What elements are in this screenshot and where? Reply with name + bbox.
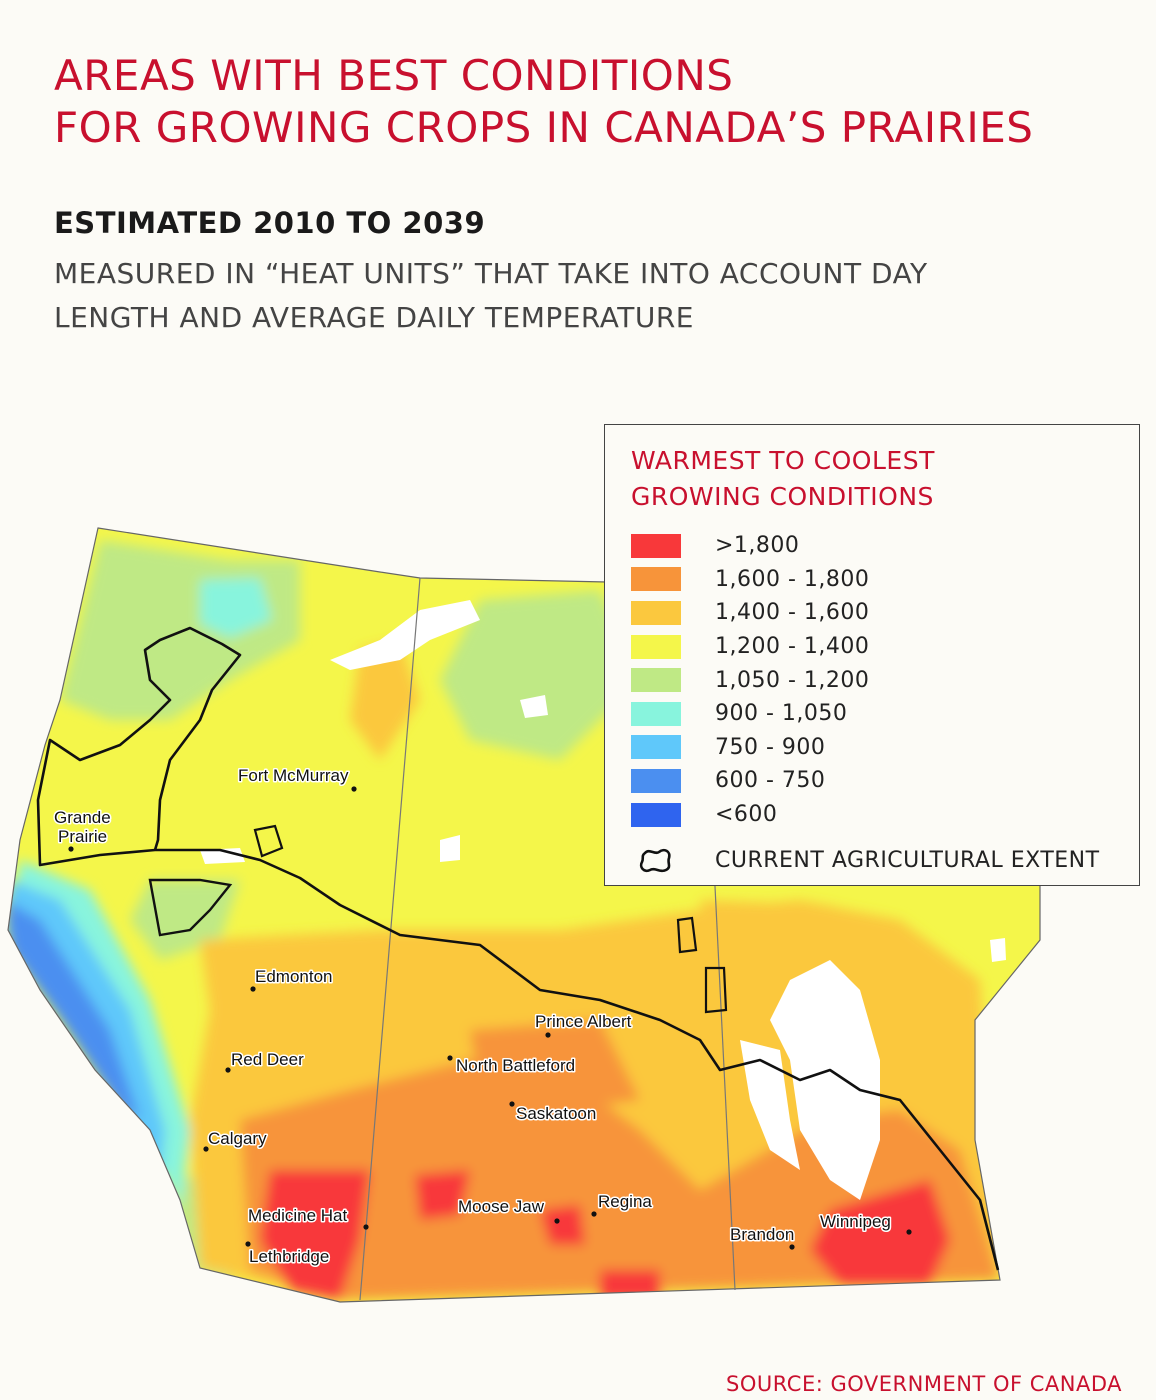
- zone-900-1050-north: [200, 578, 272, 638]
- legend-item: 600 - 750: [631, 764, 869, 798]
- source-credit: SOURCE: GOVERNMENT OF CANADA: [726, 1372, 1122, 1396]
- description: MEASURED IN “HEAT UNITS” THAT TAKE INTO …: [54, 257, 928, 334]
- zone-over-1800-winnipeg: [810, 1180, 950, 1285]
- lake-small-east: [990, 938, 1006, 962]
- agricultural-extent-icon: [639, 848, 671, 873]
- zone-over-1800-south-border: [600, 1270, 660, 1300]
- zone-over-1800-medicine-hat: [260, 1170, 370, 1300]
- legend-item: 1,050 - 1,200: [631, 663, 869, 697]
- page-title: AREAS WITH BEST CONDITIONS FOR GROWING C…: [54, 50, 1033, 154]
- legend-title-line-2: GROWING CONDITIONS: [631, 482, 934, 511]
- city-dot-winnipeg: [906, 1229, 912, 1235]
- city-label-calgary: Calgary: [208, 1129, 267, 1148]
- lake-winnipeg: [770, 960, 880, 1200]
- legend-swatch: [631, 735, 681, 760]
- alberta-saskatchewan-border: [359, 577, 421, 1301]
- lake-manitoba: [740, 1040, 800, 1170]
- legend-title-line-1: WARMEST TO COOLEST: [631, 446, 935, 475]
- city-dot-moose-jaw: [554, 1218, 560, 1224]
- legend-swatch: [631, 533, 681, 558]
- city-dot-prince-albert: [545, 1032, 551, 1038]
- city-label-grande-prairie-line-1: Grande: [54, 808, 111, 827]
- city-dot-grande-prairie: [68, 846, 74, 852]
- city-label-regina: Regina: [598, 1192, 652, 1211]
- legend-label: 1,050 - 1,200: [715, 667, 870, 693]
- agricultural-extent-boundary: [36, 626, 1000, 1271]
- legend-label: 900 - 1,050: [715, 701, 848, 727]
- city-dot-red-deer: [225, 1067, 231, 1073]
- agricultural-extent-island-1: [253, 824, 284, 858]
- zone-1600-1800-saskatoon: [470, 1020, 640, 1110]
- legend-item: >1,800: [631, 529, 869, 563]
- city-dot-lethbridge: [245, 1241, 251, 1247]
- title-line-2: FOR GROWING CROPS IN CANADA’S PRAIRIES: [54, 103, 1034, 152]
- legend-swatch: [631, 567, 681, 592]
- city-label-medicine-hat: Medicine Hat: [248, 1206, 347, 1225]
- legend-label-agricultural-extent: CURRENT AGRICULTURAL EXTENT: [715, 847, 1100, 873]
- legend-swatch: [631, 802, 681, 827]
- city-label-brandon: Brandon: [730, 1225, 794, 1244]
- city-label-fort-mcmurray: Fort McMurray: [238, 766, 349, 785]
- zone-1400-1600-north-pocket: [350, 640, 420, 760]
- city-dot-calgary: [203, 1146, 209, 1152]
- lake-small-north: [520, 695, 548, 718]
- agricultural-extent-peace-pocket: [148, 878, 233, 937]
- lake-small-central: [440, 835, 460, 862]
- lake-lesser-slave: [200, 848, 245, 864]
- legend-title: WARMEST TO COOLEST GROWING CONDITIONS: [631, 443, 935, 515]
- legend-item: 1,200 - 1,400: [631, 630, 869, 664]
- zone-1600-1800-south: [240, 1060, 1000, 1300]
- city-label-lethbridge: Lethbridge: [249, 1247, 329, 1266]
- city-label-north-battleford: North Battleford: [456, 1056, 575, 1075]
- city-dot-fort-mcmurray: [351, 786, 357, 792]
- map-legend: WARMEST TO COOLEST GROWING CONDITIONS >1…: [604, 424, 1140, 886]
- legend-label: 1,600 - 1,800: [715, 566, 870, 592]
- legend-swatch: [631, 701, 681, 726]
- legend-item: 750 - 900: [631, 731, 869, 765]
- legend-item-agricultural-extent: CURRENT AGRICULTURAL EXTENT: [631, 845, 1100, 875]
- legend-label: <600: [715, 802, 778, 828]
- city-label-moose-jaw: Moose Jaw: [458, 1197, 545, 1216]
- legend-item: 900 - 1,050: [631, 697, 869, 731]
- legend-item: <600: [631, 798, 869, 832]
- city-label-prince-albert: Prince Albert: [535, 1012, 632, 1031]
- city-dot-regina: [591, 1211, 597, 1217]
- legend-swatch: [631, 668, 681, 693]
- zone-over-1800-moose-jaw-west: [415, 1170, 470, 1220]
- city-dot-north-battleford: [447, 1055, 453, 1061]
- legend-label: >1,800: [715, 533, 800, 559]
- legend-label: 1,400 - 1,600: [715, 600, 870, 626]
- city-dot-brandon: [789, 1244, 795, 1250]
- city-label-grande-prairie-line-2: Prairie: [58, 827, 107, 846]
- title-line-1: AREAS WITH BEST CONDITIONS: [54, 51, 734, 100]
- zone-1050-1200-north-sask: [440, 590, 640, 760]
- legend-label: 600 - 750: [715, 768, 826, 794]
- city-dot-saskatoon: [509, 1101, 515, 1107]
- lakes: [200, 600, 1006, 1200]
- city-dot-edmonton: [250, 986, 256, 992]
- legend-item: 1,400 - 1,600: [631, 596, 869, 630]
- subtitle: ESTIMATED 2010 TO 2039: [54, 206, 486, 240]
- legend-swatch: [631, 600, 681, 625]
- legend-label: 1,200 - 1,400: [715, 634, 870, 660]
- legend-items: >1,800 1,600 - 1,800 1,400 - 1,600 1,200 - …: [631, 529, 869, 831]
- city-label-edmonton: Edmonton: [255, 967, 333, 986]
- zone-600-750-rockies: [8, 900, 140, 1120]
- city-dot-medicine-hat: [363, 1224, 369, 1230]
- city-label-winnipeg: Winnipeg: [820, 1212, 891, 1231]
- agricultural-extent-island-3: [704, 966, 728, 1014]
- legend-swatch: [631, 768, 681, 793]
- lake-athabasca: [330, 600, 480, 670]
- legend-item: 1,600 - 1,800: [631, 563, 869, 597]
- zone-over-1800-regina: [540, 1205, 585, 1245]
- agricultural-extent-island-2: [676, 916, 698, 954]
- legend-label: 750 - 900: [715, 734, 826, 760]
- legend-swatch: [631, 634, 681, 659]
- city-label-red-deer: Red Deer: [231, 1050, 304, 1069]
- city-label-saskatoon: Saskatoon: [516, 1104, 596, 1123]
